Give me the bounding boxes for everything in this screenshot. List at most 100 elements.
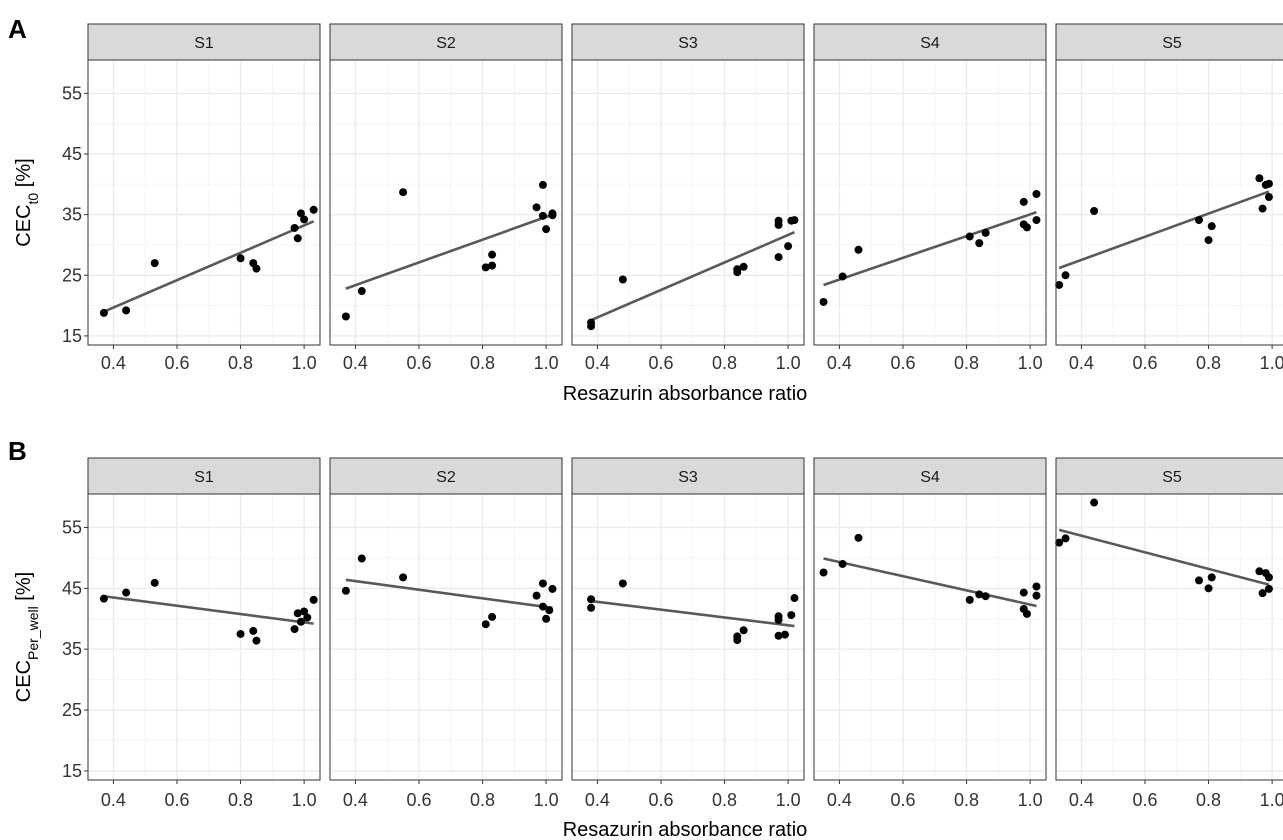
data-point xyxy=(538,579,547,588)
facet-border xyxy=(329,59,563,346)
data-point xyxy=(538,180,547,189)
data-point xyxy=(739,626,748,635)
data-point xyxy=(481,263,490,272)
x-tick-label: 0.8 xyxy=(712,790,737,810)
data-point xyxy=(1207,222,1216,231)
data-point xyxy=(790,216,799,225)
facet-strip-label: S4 xyxy=(920,469,940,486)
data-point xyxy=(774,631,783,640)
x-tick-label: 0.8 xyxy=(1196,353,1221,373)
data-point xyxy=(1090,498,1099,507)
facet-border xyxy=(87,493,321,781)
facet-s3: S3 0.4 0.6 0.8 1.0 xyxy=(571,23,805,373)
facet-strip xyxy=(571,457,805,495)
panel-letter: A xyxy=(8,14,27,44)
data-point xyxy=(538,211,547,220)
x-tick-label: 0.8 xyxy=(228,790,253,810)
x-axis-title: Resazurin absorbance ratio xyxy=(563,383,808,405)
y-tick-label: 45 xyxy=(62,144,82,164)
regression-line xyxy=(590,231,795,322)
y-axis-title-unit: [%] xyxy=(13,572,35,606)
y-axis-title-unit: [%] xyxy=(13,158,35,192)
data-point xyxy=(488,612,497,621)
data-point xyxy=(341,312,350,321)
data-point xyxy=(290,223,299,232)
data-point xyxy=(1195,216,1204,225)
plot-background xyxy=(1056,60,1283,345)
data-point xyxy=(122,588,131,597)
data-point xyxy=(532,591,541,600)
data-point xyxy=(488,250,497,259)
data-point xyxy=(819,568,828,577)
data-point xyxy=(538,602,547,611)
y-tick-label: 55 xyxy=(62,517,82,537)
data-point xyxy=(854,245,863,254)
y-axis-title: CECt0 [%] xyxy=(13,158,41,246)
panel-letter: B xyxy=(8,436,27,466)
data-point xyxy=(790,594,799,603)
data-point xyxy=(481,620,490,629)
x-tick-label: 0.6 xyxy=(648,353,673,373)
x-tick-label: 0.8 xyxy=(712,353,737,373)
facet-strip-label: S3 xyxy=(678,35,698,52)
x-tick-label: 0.4 xyxy=(827,790,852,810)
data-point xyxy=(1061,271,1070,280)
x-tick-label: 0.4 xyxy=(343,790,368,810)
regression-line xyxy=(345,213,553,290)
data-point xyxy=(293,609,302,618)
facet-s1: S1 0.4 0.6 0.8 1.0 xyxy=(87,457,321,810)
data-point xyxy=(1195,576,1204,585)
data-point xyxy=(309,595,318,604)
data-point xyxy=(975,590,984,599)
data-point xyxy=(1055,280,1064,289)
data-point xyxy=(1255,567,1264,576)
x-tick-label: 0.6 xyxy=(890,790,915,810)
facet-strip xyxy=(571,23,805,61)
x-tick-label: 1.0 xyxy=(1018,353,1043,373)
data-point xyxy=(303,613,312,622)
y-axis-title-subscript: Per_well xyxy=(25,606,41,660)
y-tick-label: 25 xyxy=(62,700,82,720)
facet-s4: S4 0.4 0.6 0.8 1.0 xyxy=(813,23,1047,373)
data-point xyxy=(290,625,299,634)
data-point xyxy=(1264,179,1273,188)
data-point xyxy=(252,264,261,273)
data-point xyxy=(1055,538,1064,547)
y-axis-title-subscript: t0 xyxy=(25,193,41,205)
data-point xyxy=(99,308,108,317)
data-point xyxy=(542,225,551,234)
facet-strip xyxy=(813,457,1047,495)
y-axis-title-main: CEC xyxy=(13,660,35,702)
data-point xyxy=(300,215,309,224)
x-tick-label: 0.6 xyxy=(406,790,431,810)
regression-line xyxy=(103,220,315,313)
y-tick-label: 35 xyxy=(62,205,82,225)
y-axis-title-main: CEC xyxy=(13,204,35,246)
facet-border xyxy=(813,59,1047,346)
data-point xyxy=(774,615,783,624)
x-tick-label: 0.6 xyxy=(164,790,189,810)
data-point xyxy=(1204,584,1213,593)
x-tick-label: 0.8 xyxy=(228,353,253,373)
plot-background xyxy=(330,60,562,345)
data-point xyxy=(1255,174,1264,183)
data-point xyxy=(1258,204,1267,213)
y-tick-label: 15 xyxy=(62,326,82,346)
x-tick-label: 0.4 xyxy=(585,353,610,373)
x-tick-label: 0.4 xyxy=(1069,353,1094,373)
data-point xyxy=(587,595,596,604)
y-tick-label: 25 xyxy=(62,265,82,285)
x-tick-label: 0.6 xyxy=(1132,353,1157,373)
data-point xyxy=(965,232,974,241)
facet-strip xyxy=(329,23,563,61)
x-tick-label: 0.8 xyxy=(954,790,979,810)
data-point xyxy=(296,617,305,626)
data-point xyxy=(784,242,793,251)
data-point xyxy=(99,594,108,603)
data-point xyxy=(252,636,261,645)
data-point xyxy=(548,209,557,218)
facet-strip-label: S1 xyxy=(194,469,214,486)
data-point xyxy=(1019,588,1028,597)
data-point xyxy=(399,573,408,582)
facet-strip-label: S3 xyxy=(678,469,698,486)
